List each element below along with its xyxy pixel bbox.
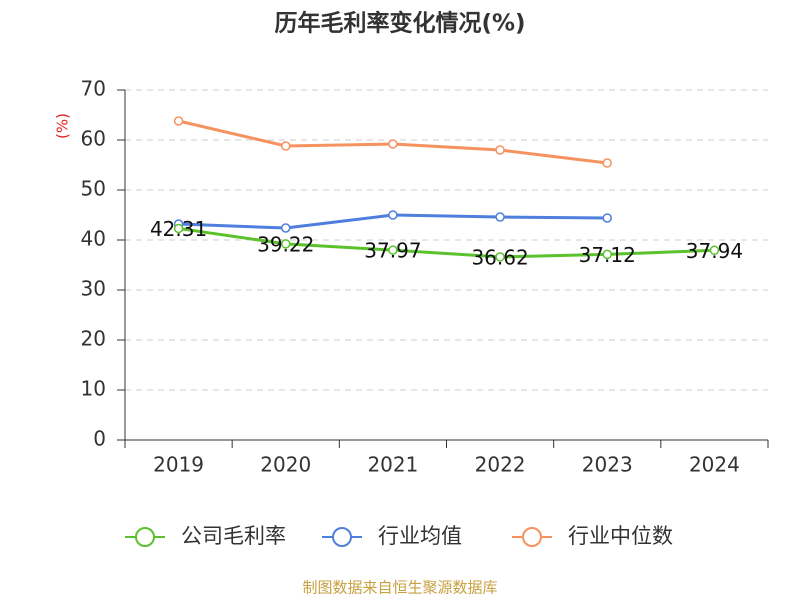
point bbox=[495, 145, 505, 155]
point bbox=[388, 210, 398, 220]
y-tick-label: 0 bbox=[93, 427, 106, 451]
point bbox=[281, 141, 291, 151]
y-axis-label: (%) bbox=[54, 113, 72, 139]
x-tick-label: 2024 bbox=[689, 453, 740, 477]
series-line bbox=[178, 226, 715, 259]
point bbox=[388, 245, 398, 255]
point bbox=[495, 252, 505, 262]
x-tick-label: 2019 bbox=[153, 453, 204, 477]
y-tick-label: 20 bbox=[81, 327, 106, 351]
y-tick-label: 10 bbox=[81, 377, 106, 401]
y-tick-label: 30 bbox=[81, 277, 106, 301]
point bbox=[709, 245, 720, 256]
point bbox=[495, 212, 505, 222]
chart-title: 历年毛利率变化情况(%) bbox=[274, 10, 525, 37]
y-tick-label: 50 bbox=[81, 177, 106, 201]
y-tick-label: 70 bbox=[81, 77, 106, 101]
point bbox=[602, 158, 612, 168]
legend-label: 公司毛利率 bbox=[181, 524, 286, 548]
point bbox=[173, 223, 184, 234]
y-tick-label: 60 bbox=[81, 127, 106, 151]
legend-icon bbox=[522, 527, 542, 547]
data-label: 42.31 bbox=[150, 217, 207, 241]
point bbox=[602, 249, 612, 260]
y-tick-label: 40 bbox=[81, 227, 106, 251]
data-label: 37.12 bbox=[579, 243, 636, 267]
x-tick-label: 2023 bbox=[582, 453, 633, 477]
data-label: 37.97 bbox=[364, 239, 421, 263]
point bbox=[281, 223, 291, 233]
legend-icon bbox=[135, 527, 155, 547]
data-label: 39.22 bbox=[257, 232, 314, 256]
point bbox=[173, 116, 184, 126]
x-tick-label: 2020 bbox=[260, 453, 311, 477]
x-tick-label: 2022 bbox=[475, 453, 526, 477]
legend-icon bbox=[332, 527, 352, 547]
point bbox=[388, 139, 398, 149]
source-note: 制图数据来自恒生聚源数据库 bbox=[302, 579, 497, 597]
point bbox=[602, 213, 612, 223]
point bbox=[281, 239, 291, 249]
legend-label: 行业均值 bbox=[378, 524, 462, 548]
data-label: 36.62 bbox=[471, 245, 528, 269]
data-label: 37.94 bbox=[686, 239, 743, 263]
legend-label: 行业中位数 bbox=[568, 524, 673, 548]
x-tick-label: 2021 bbox=[367, 453, 418, 477]
